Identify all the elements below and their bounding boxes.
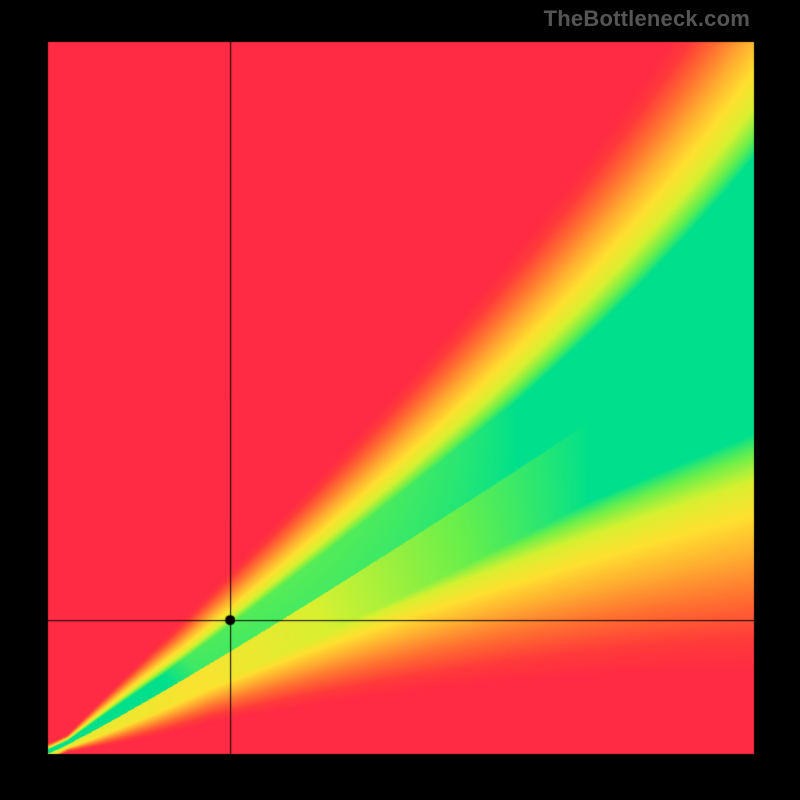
site-title: TheBottleneck.com [544, 6, 750, 32]
bottleneck-heatmap [0, 0, 800, 800]
